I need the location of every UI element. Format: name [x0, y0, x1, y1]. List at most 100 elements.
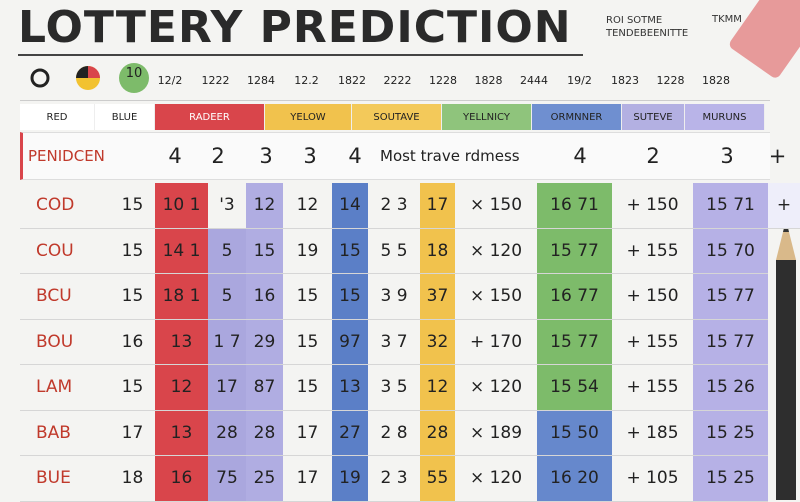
table-cell: + 150 [612, 183, 693, 229]
summary-cell: 4 [168, 144, 182, 168]
table-cell: 1 7 [208, 319, 246, 365]
row-label: COD [20, 183, 110, 229]
column-header: BLUE [95, 104, 155, 130]
note-line: TENDEBEENITTE [606, 28, 689, 39]
column-header: SOUTAVE [352, 104, 442, 130]
table-cell: 17 [208, 365, 246, 411]
table-cell: 13 [155, 410, 208, 456]
table-cell: + [768, 183, 800, 229]
table-cell: 15 [246, 228, 283, 274]
table-cell: 13 [332, 365, 368, 411]
table-cell: 27 [332, 410, 368, 456]
table-cell: × 120 [455, 365, 537, 411]
table-cell: 14 [332, 183, 368, 229]
row-label: BOU [20, 320, 110, 365]
summary-cell: + [768, 144, 787, 168]
summary-band [20, 132, 770, 180]
summary-cell: 4 [573, 144, 587, 168]
column-header: YELLNICY [442, 104, 532, 130]
icon [76, 66, 88, 78]
table-cell: + 185 [612, 411, 693, 456]
table-cell: 16 71 [537, 183, 612, 229]
icon-number: 1284 [247, 74, 275, 87]
icon-number: 1828 [474, 74, 503, 87]
column-header: ORMNNER [532, 104, 622, 130]
pencil [776, 220, 796, 500]
table-cell: 15 77 [693, 319, 768, 365]
icon-number: 2222 [383, 74, 412, 87]
table-cell: 2 3 [368, 456, 420, 502]
icon-number: 12/2 [157, 74, 183, 87]
summary-cell: 4 [348, 144, 362, 168]
icon-number: 1828 [702, 74, 730, 87]
table-cell: 17 [110, 411, 155, 456]
title-rule [18, 54, 583, 56]
table-cell: 19 [283, 229, 332, 274]
table-cell: 15 [110, 365, 155, 411]
table-cell: 16 77 [537, 274, 612, 320]
table-cell: 16 [246, 274, 283, 320]
table-cell: + 155 [612, 229, 693, 274]
icon-number: 1823 [611, 74, 639, 87]
table-cell: 3 9 [368, 274, 420, 320]
pencil-tip [776, 220, 796, 260]
table-cell: 15 [332, 228, 368, 274]
table-cell: 19 [332, 456, 368, 502]
table-cell: × 150 [455, 183, 537, 229]
summary-label: PENIDCEN [28, 147, 105, 165]
table-cell: 3 5 [368, 365, 420, 411]
badge [119, 63, 149, 93]
table-cell: 14 1 [155, 228, 208, 274]
table-cell: × 189 [455, 411, 537, 456]
table-cell: + 105 [612, 456, 693, 502]
summary-cell: 3 [259, 144, 273, 168]
table-cell: 16 [110, 320, 155, 365]
row-label: COU [20, 229, 110, 274]
icon [88, 66, 100, 78]
table-cell: 16 [155, 456, 208, 502]
table-cell: 15 71 [693, 183, 768, 229]
icon-number: 19/2 [567, 74, 592, 87]
table-cell: 37 [420, 274, 455, 320]
table-cell: × 120 [455, 456, 537, 502]
table-cell: 29 [246, 319, 283, 365]
table-cell: 87 [246, 365, 283, 411]
pencil-body [776, 260, 796, 500]
table-cell: 12 [246, 183, 283, 229]
table-cell: 28 [246, 410, 283, 456]
icon-number: 1222 [201, 74, 230, 87]
summary-cell: 3 [720, 144, 734, 168]
icon-number: 2444 [520, 74, 548, 87]
icon-number: 1228 [429, 74, 457, 87]
rule [20, 100, 770, 101]
summary-cell: 2 [211, 144, 225, 168]
table-cell: 18 [420, 228, 455, 274]
table-cell: 17 [283, 456, 332, 502]
table-cell: 15 [110, 274, 155, 320]
table-cell: + 170 [455, 320, 537, 365]
table-cell: 12 [283, 183, 332, 229]
table-cell: 15 54 [537, 365, 612, 411]
table-cell: 5 [208, 228, 246, 274]
table-cell: 2 3 [368, 183, 420, 229]
note: ROI SOTME TENDEBEENITTE [606, 14, 688, 40]
table-cell: 28 [208, 410, 246, 456]
table-cell: 15 [283, 365, 332, 411]
icon [30, 68, 50, 88]
table-cell: 2 8 [368, 411, 420, 456]
eraser [729, 0, 800, 78]
note-line: ROI SOTME [606, 15, 663, 26]
table-cell: 15 25 [693, 410, 768, 456]
column-header: SUTEVE [622, 104, 685, 130]
table-cell: 13 [155, 319, 208, 365]
row-label: LAM [20, 365, 110, 411]
summary-cell: 2 [646, 144, 660, 168]
column-header: MURUNS [685, 104, 765, 130]
icon-number: 1822 [338, 74, 366, 87]
table-cell: + 150 [612, 274, 693, 320]
note-right: TKMM [712, 14, 742, 25]
table-cell: 97 [332, 319, 368, 365]
table-cell: 15 [110, 229, 155, 274]
table-cell: 18 [110, 456, 155, 502]
